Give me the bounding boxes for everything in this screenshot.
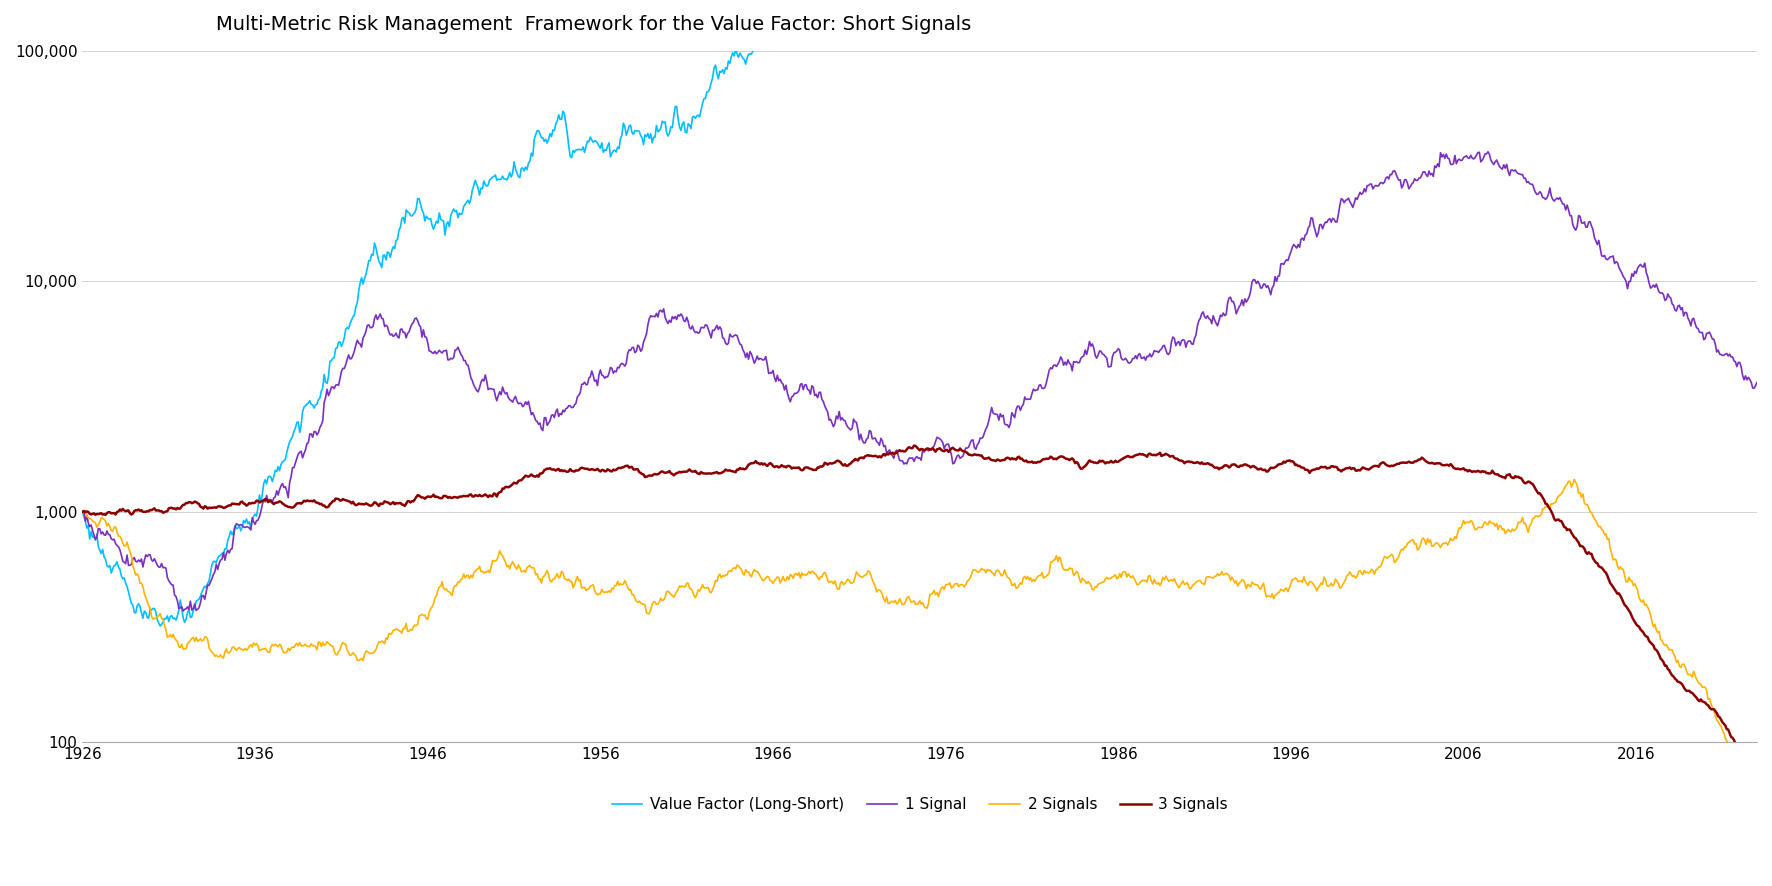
Line: Value Factor (Long-Short): Value Factor (Long-Short) [83, 0, 1758, 626]
2 Signals [1747, 783, 1768, 794]
1 Signal [1478, 146, 1499, 157]
2 Signals [1699, 694, 1721, 704]
1 Signal [820, 414, 842, 424]
Legend: Value Factor (Long-Short), 1 Signal, 2 Signals, 3 Signals: Value Factor (Long-Short), 1 Signal, 2 S… [606, 791, 1233, 819]
2 Signals [516, 567, 537, 578]
3 Signals [1699, 703, 1721, 713]
3 Signals [73, 506, 94, 517]
3 Signals [1747, 766, 1768, 776]
3 Signals [904, 440, 925, 451]
1 Signal [1747, 377, 1768, 388]
3 Signals [1081, 456, 1102, 467]
1 Signal [755, 351, 776, 361]
1 Signal [493, 382, 514, 392]
2 Signals [1079, 578, 1100, 588]
Value Factor (Long-Short) [493, 171, 514, 182]
1 Signal [73, 506, 94, 517]
Line: 2 Signals: 2 Signals [83, 479, 1758, 791]
Line: 1 Signal: 1 Signal [83, 152, 1758, 611]
2 Signals [819, 577, 840, 587]
3 Signals [753, 458, 774, 469]
1 Signal [1081, 341, 1102, 352]
1 Signal [172, 606, 193, 617]
Value Factor (Long-Short) [516, 164, 537, 175]
Text: Multi-Metric Risk Management  Framework for the Value Factor: Short Signals: Multi-Metric Risk Management Framework f… [216, 15, 971, 34]
Value Factor (Long-Short) [820, 16, 842, 27]
3 Signals [516, 470, 537, 481]
Value Factor (Long-Short) [73, 506, 94, 517]
Value Factor (Long-Short) [149, 620, 170, 631]
2 Signals [753, 574, 774, 585]
3 Signals [819, 458, 840, 469]
Line: 3 Signals: 3 Signals [83, 446, 1758, 773]
1 Signal [1701, 330, 1722, 341]
3 Signals [491, 486, 512, 497]
2 Signals [73, 506, 94, 517]
3 Signals [1745, 767, 1767, 778]
Value Factor (Long-Short) [755, 22, 776, 33]
2 Signals [1563, 474, 1584, 485]
1 Signal [516, 400, 537, 410]
2 Signals [491, 548, 512, 559]
2 Signals [1744, 786, 1765, 797]
